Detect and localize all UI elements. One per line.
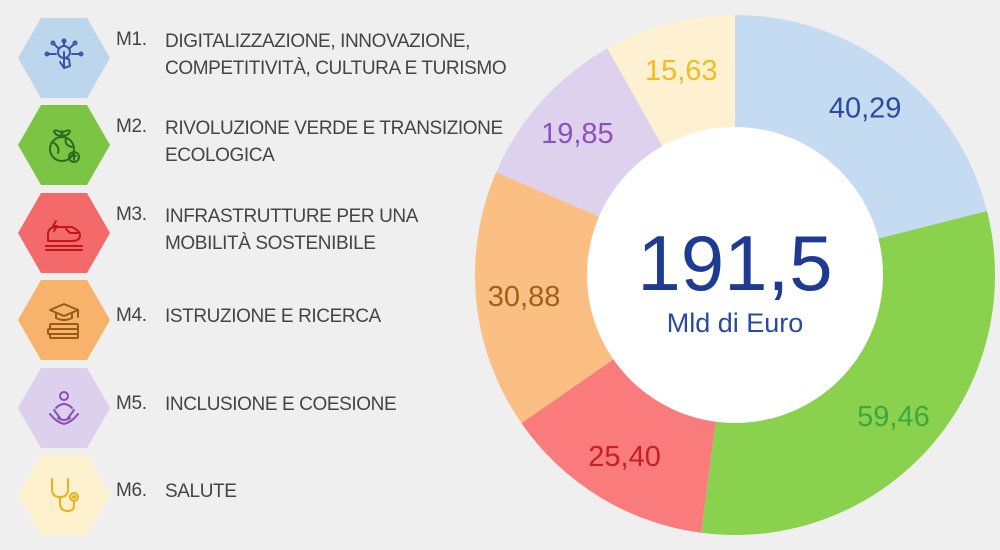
mission-label: RIVOLUZIONE VERDE E TRANSIZIONE ECOLOGICA <box>165 115 503 169</box>
legend-item-m6: M6. SALUTE <box>18 455 538 535</box>
mission-label-line: SALUTE <box>165 481 237 502</box>
mission-hexagon <box>18 455 110 535</box>
mission-label-line: ECOLOGICA <box>165 145 275 166</box>
mission-label-line: MOBILITÀ SOSTENIBILE <box>165 233 376 254</box>
slice-label-m2: 59,46 <box>857 401 930 433</box>
center-hole <box>587 127 883 423</box>
mission-code: M3. <box>116 204 147 225</box>
mission-label-line: ISTRUZIONE E RICERCA <box>165 306 381 327</box>
mission-label: SALUTE <box>165 478 237 505</box>
slice-label-m5: 19,85 <box>541 118 614 150</box>
legend-item-m4: M4. ISTRUZIONE E RICERCA <box>18 280 538 360</box>
mission-hexagon <box>18 280 110 360</box>
mission-label-line: DIGITALIZZAZIONE, INNOVAZIONE, <box>165 31 471 52</box>
mission-legend: M1. DIGITALIZZAZIONE, INNOVAZIONE, COMPETI… <box>18 18 538 535</box>
mission-label-line: COMPETITIVITÀ, CULTURA E TURISMO <box>165 58 507 79</box>
legend-item-m1: M1. DIGITALIZZAZIONE, INNOVAZIONE, COMPETI… <box>18 18 538 98</box>
mission-code: M2. <box>116 116 147 137</box>
mission-hexagon <box>18 368 110 448</box>
donut-chart: 40,29 59,46 25,40 30,88 19,85 15,63 191,5 Mld… <box>470 0 1000 550</box>
mission-hexagon <box>18 193 110 273</box>
mission-label-line: RIVOLUZIONE VERDE E TRANSIZIONE <box>165 118 503 139</box>
total-value: 191,5 <box>637 219 832 307</box>
mission-label-line: INFRASTRUTTURE PER UNA <box>165 206 418 227</box>
slice-label-m3: 25,40 <box>588 441 661 473</box>
legend-item-m3: M3. INFRASTRUTTURE PER UNA MOBILITÀ SOSTEN… <box>18 193 538 273</box>
mission-hexagon <box>18 18 110 98</box>
mission-label: INCLUSIONE E COESIONE <box>165 391 397 418</box>
mission-label: DIGITALIZZAZIONE, INNOVAZIONE, COMPETITIV… <box>165 28 507 82</box>
mission-code: M6. <box>116 480 147 501</box>
mission-code: M5. <box>116 393 147 414</box>
total-unit: Mld di Euro <box>667 308 804 338</box>
mission-label-line: INCLUSIONE E COESIONE <box>165 394 397 415</box>
mission-code: M1. <box>116 29 147 50</box>
donut-chart-svg: 40,29 59,46 25,40 30,88 19,85 15,63 191,5 Mld… <box>475 15 995 535</box>
legend-item-m2: M2. RIVOLUZIONE VERDE E TRANSIZIONE ECOLOG… <box>18 105 538 185</box>
slice-label-m1: 40,29 <box>829 93 902 125</box>
slice-label-m6: 15,63 <box>645 55 718 87</box>
mission-label: INFRASTRUTTURE PER UNA MOBILITÀ SOSTENIBI… <box>165 203 418 257</box>
mission-code: M4. <box>116 305 147 326</box>
mission-hexagon <box>18 105 110 185</box>
slice-label-m4: 30,88 <box>488 281 561 313</box>
mission-label: ISTRUZIONE E RICERCA <box>165 303 381 330</box>
legend-item-m5: M5. INCLUSIONE E COESIONE <box>18 368 538 448</box>
